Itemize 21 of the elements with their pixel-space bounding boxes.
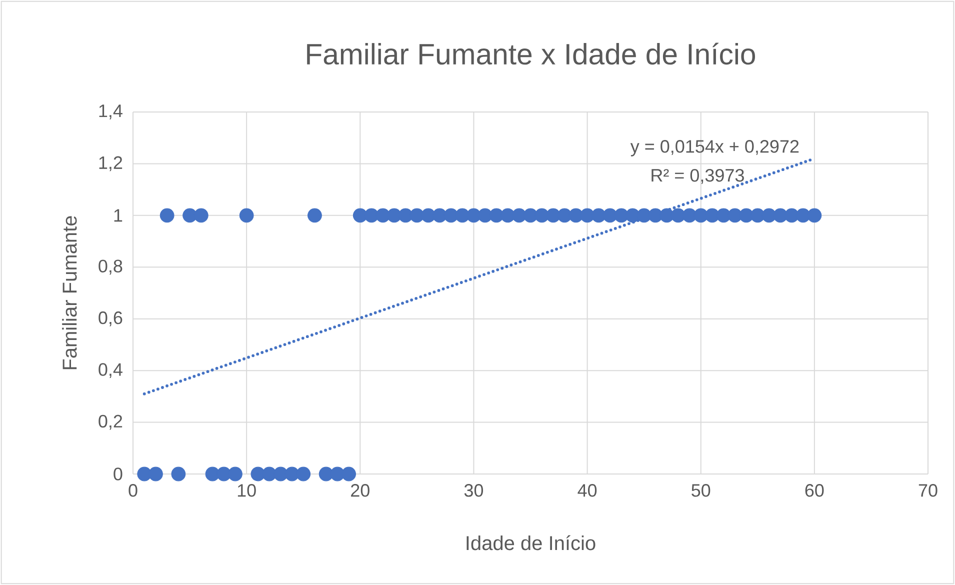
y-axis-title: Familiar Fumante (62, 216, 77, 370)
x-tick-label: 70 (918, 484, 938, 497)
x-tick-label: 10 (238, 484, 256, 497)
y-tick-label: 1 (114, 209, 122, 222)
chart-title: Familiar Fumante x Idade de Início (307, 42, 756, 65)
y-tick-label: 0,4 (98, 363, 122, 378)
y-tick-label: 0 (114, 468, 122, 480)
y-tick-label: 0,2 (98, 414, 122, 430)
x-axis-title: Idade de Início (466, 535, 596, 550)
y-tick-label: 0,8 (98, 260, 122, 275)
y-tick-label: 1,2 (99, 156, 122, 172)
x-tick-label: 60 (805, 484, 824, 497)
y-tick-label: 1,4 (99, 104, 122, 120)
x-tick-label: 30 (464, 484, 484, 497)
y-tick-label: 0,6 (98, 311, 122, 326)
x-tick-label: 40 (578, 484, 597, 497)
annotation: R² = 0,3973 (652, 168, 744, 184)
annotation: y = 0,0154x + 0,2972 (630, 140, 799, 156)
x-tick-label: 0 (128, 484, 138, 497)
x-tick-label: 50 (692, 484, 710, 497)
x-tick-label: 20 (351, 484, 370, 497)
